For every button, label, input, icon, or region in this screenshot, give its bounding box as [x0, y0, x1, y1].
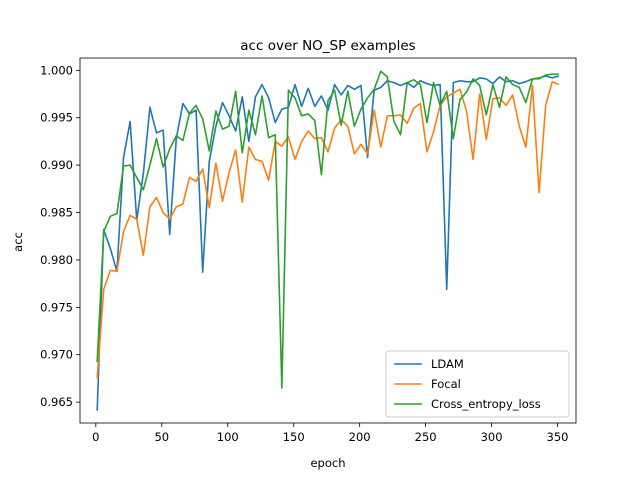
y-tick-label: 0.965 [40, 395, 73, 409]
series-line-3 [96, 70, 559, 389]
x-tick-label: 100 [217, 430, 239, 444]
x-tick-label: 200 [349, 430, 371, 444]
series-line-1 [96, 75, 560, 411]
y-tick-label: 0.970 [40, 348, 73, 362]
legend-box [385, 350, 570, 418]
y-tick-label: 0.990 [40, 158, 73, 172]
x-tick-label: 250 [415, 430, 437, 444]
series-line-2 [96, 80, 560, 379]
legend-label: Focal [431, 377, 461, 391]
x-axis-ticks: 0 50 100 150 200 250 300 350 [92, 423, 569, 444]
y-axis-label: acc [11, 232, 25, 252]
y-tick-label: 1.000 [40, 63, 73, 77]
x-tick-label: 150 [283, 430, 305, 444]
legend-label: LDAM [431, 357, 464, 371]
y-tick-label: 0.985 [40, 206, 73, 220]
chart-title: acc over NO_SP examples [240, 38, 415, 54]
x-tick-label: 0 [92, 430, 99, 444]
x-tick-label: 50 [154, 430, 169, 444]
legend: LDAM Focal Cross_entropy_loss [385, 350, 570, 418]
legend-label: Cross_entropy_loss [431, 397, 541, 411]
plot-frame [79, 57, 577, 424]
x-axis-label: epoch [310, 456, 345, 470]
y-tick-label: 0.975 [40, 300, 73, 314]
plot-area [96, 70, 560, 411]
x-tick-label: 350 [547, 430, 569, 444]
y-axis-ticks: 0.965 0.970 0.975 0.980 0.985 0.990 0.995 1.000 [40, 63, 80, 409]
y-tick-label: 0.995 [40, 111, 73, 125]
x-tick-label: 300 [481, 430, 503, 444]
y-tick-label: 0.980 [40, 253, 73, 267]
